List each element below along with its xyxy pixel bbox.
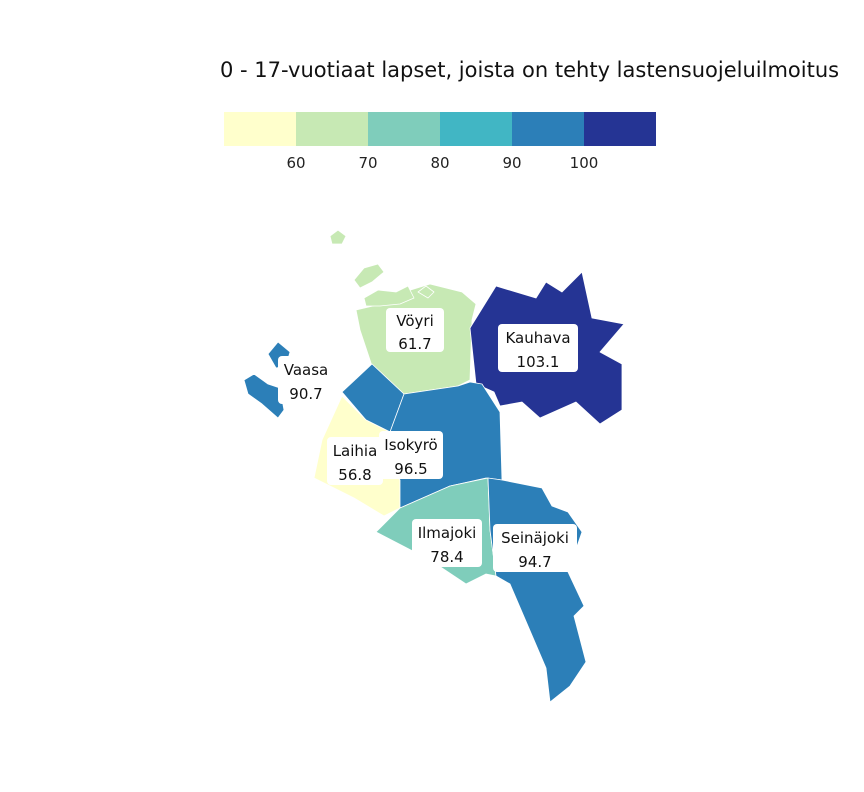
label-laihia: Laihia 56.8 <box>327 437 383 485</box>
legend-swatch-2 <box>296 112 368 146</box>
legend-swatch-6 <box>584 112 656 146</box>
label-isokyro-name: Isokyrö <box>384 436 437 454</box>
label-laihia-name: Laihia <box>333 442 378 460</box>
label-isokyro-box <box>379 431 443 479</box>
label-seinajoki-box <box>493 524 577 572</box>
label-laihia-box <box>327 437 383 485</box>
label-kauhava: Kauhava 103.1 <box>498 324 578 372</box>
label-voyri-box <box>386 308 444 352</box>
label-vaasa: Vaasa 90.7 <box>278 356 334 404</box>
region-seinajoki[interactable] <box>487 477 587 703</box>
legend-tick-80: 80 <box>430 154 450 172</box>
region-voyri-island-2 <box>353 263 385 289</box>
region-voyri-island-1 <box>363 285 415 307</box>
color-legend <box>224 112 656 146</box>
region-voyri-island-4 <box>417 285 435 299</box>
label-ilmajoki: Ilmajoki 78.4 <box>412 519 482 567</box>
legend-tick-90: 90 <box>502 154 522 172</box>
label-kauhava-name: Kauhava <box>505 329 570 347</box>
label-isokyro: Isokyrö 96.5 <box>379 431 443 479</box>
label-voyri: Vöyri 61.7 <box>386 308 444 353</box>
region-voyri-island-3 <box>329 229 347 245</box>
legend-tick-100: 100 <box>569 154 599 172</box>
label-vaasa-name: Vaasa <box>284 361 329 379</box>
legend-ticks: 60 70 80 90 100 <box>224 154 656 174</box>
label-ilmajoki-name: Ilmajoki <box>418 524 477 542</box>
label-kauhava-box <box>498 324 578 372</box>
label-ilmajoki-box <box>412 519 482 567</box>
label-laihia-value: 56.8 <box>338 466 371 484</box>
label-seinajoki-value: 94.7 <box>518 553 551 571</box>
region-seinajoki-shape[interactable] <box>487 477 587 703</box>
label-seinajoki-name: Seinäjoki <box>501 529 569 547</box>
legend-tick-60: 60 <box>286 154 306 172</box>
label-voyri-value: 61.7 <box>398 335 431 353</box>
label-kauhava-value: 103.1 <box>517 353 560 371</box>
label-vaasa-value: 90.7 <box>289 385 322 403</box>
region-vaasa[interactable] <box>243 341 405 433</box>
label-isokyro-value: 96.5 <box>394 460 427 478</box>
label-voyri-name: Vöyri <box>396 312 434 330</box>
legend-swatch-4 <box>440 112 512 146</box>
label-vaasa-box <box>278 356 334 404</box>
region-vaasa-island-2 <box>243 373 285 419</box>
legend-tick-70: 70 <box>358 154 378 172</box>
label-ilmajoki-value: 78.4 <box>430 548 463 566</box>
label-seinajoki: Seinäjoki 94.7 <box>493 524 577 572</box>
legend-swatch-1 <box>224 112 296 146</box>
legend-swatch-5 <box>512 112 584 146</box>
map-title: 0 - 17-vuotiaat lapset, joista on tehty … <box>220 58 840 82</box>
legend-swatch-3 <box>368 112 440 146</box>
